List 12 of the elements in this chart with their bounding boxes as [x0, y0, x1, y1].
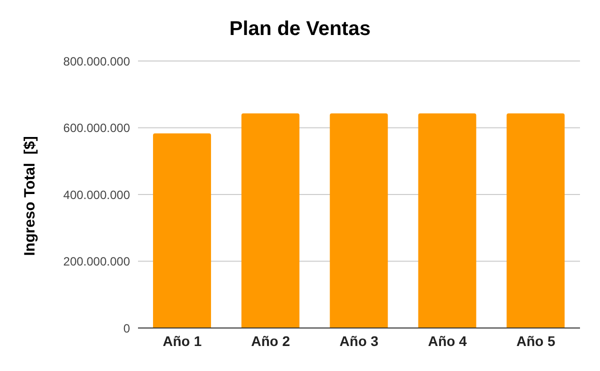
y-tick-label: 400.000.000	[63, 188, 130, 202]
chart-title: Plan de Ventas	[228, 18, 372, 41]
y-tick-label: 200.000.000	[63, 254, 130, 269]
y-tick-label: 600.000.000	[63, 121, 130, 136]
y-axis-title: Ingreso Total [$]	[22, 136, 38, 256]
x-tick-label: Año 5	[516, 332, 556, 349]
x-tick-label: Año 3	[340, 332, 379, 349]
x-tick-label: Año 4	[428, 332, 468, 349]
x-tick-label: Año 2	[251, 332, 290, 349]
x-tick-label: Año 1	[162, 332, 202, 349]
y-tick-label: 800.000.000	[63, 54, 130, 68]
y-tick-label: 0	[123, 321, 130, 336]
